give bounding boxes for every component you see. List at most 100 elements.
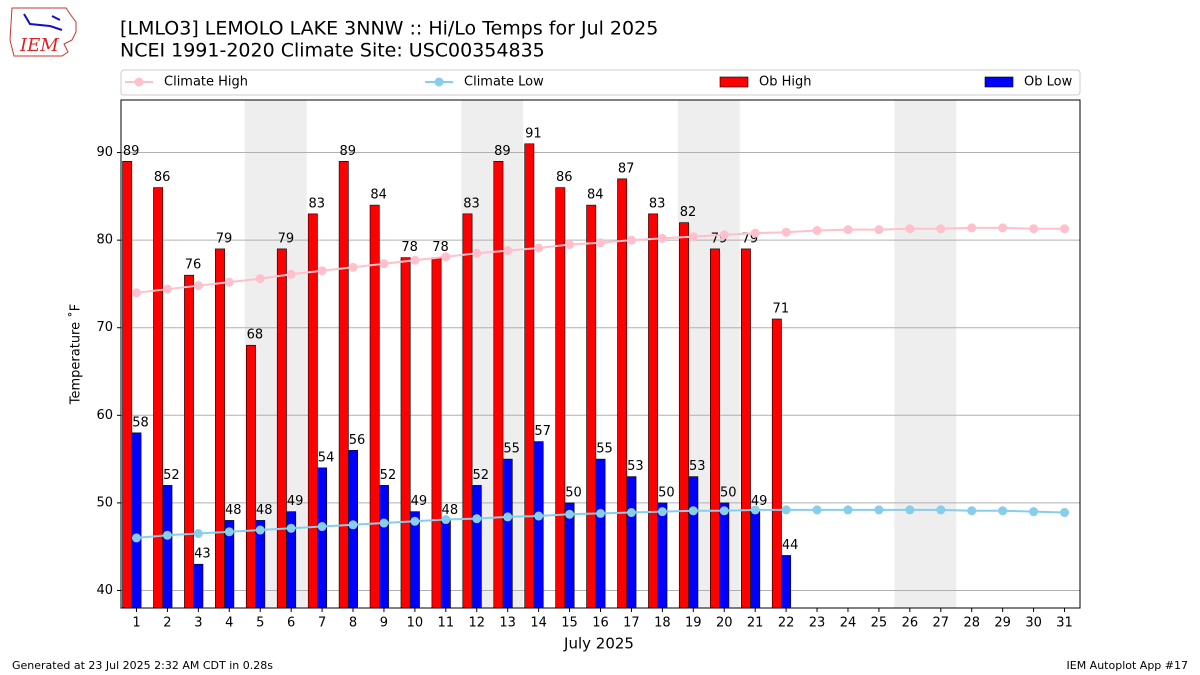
logo: IEM (9, 7, 77, 57)
line-marker (193, 529, 203, 539)
line-marker (441, 515, 451, 525)
data-label: 68 (247, 328, 264, 343)
data-label: 52 (163, 468, 180, 483)
x-tick-label: 14 (530, 616, 547, 631)
y-tick-label: 40 (96, 583, 113, 598)
line-marker (657, 233, 667, 243)
chart-title: [LMLO3] LEMOLO LAKE 3NNW :: Hi/Lo Temps … (120, 18, 658, 40)
data-label: 86 (556, 170, 573, 185)
data-label: 76 (185, 258, 202, 273)
x-tick-label: 29 (994, 616, 1011, 631)
y-tick-label: 90 (96, 145, 113, 160)
bar (162, 485, 173, 609)
bar (379, 485, 389, 609)
legend-swatch (719, 76, 749, 88)
line-marker (534, 511, 544, 521)
data-label: 44 (782, 538, 799, 553)
data-label: 48 (225, 503, 242, 518)
line-marker (750, 228, 760, 238)
line-marker (596, 508, 605, 518)
data-label: 87 (618, 161, 635, 176)
line-marker (936, 224, 946, 234)
weekend-shade (894, 100, 957, 608)
bar (648, 213, 659, 609)
legend-label: Ob High (759, 75, 812, 90)
line-marker (193, 281, 203, 291)
line-marker (379, 518, 389, 528)
data-label: 50 (658, 485, 675, 500)
line-marker (534, 243, 544, 253)
bar (719, 502, 730, 609)
data-label: 52 (472, 468, 489, 483)
data-label: 89 (123, 144, 140, 159)
bar (781, 555, 792, 609)
line-marker (255, 274, 265, 284)
plot-frame (120, 99, 1081, 609)
line-marker (472, 248, 482, 258)
line-marker (657, 507, 667, 517)
data-label: 83 (649, 196, 666, 211)
data-label: 91 (525, 126, 542, 141)
line-marker (317, 522, 327, 532)
y-tick-label: 80 (96, 233, 113, 248)
line-marker (1029, 224, 1039, 234)
x-tick-label: 13 (499, 616, 516, 631)
x-tick-label: 7 (318, 616, 326, 631)
bar (586, 204, 597, 609)
data-label: 82 (680, 205, 697, 220)
y-axis-label: Temperature ˚F (68, 304, 84, 405)
bar (626, 476, 637, 609)
y-tick-label: 60 (96, 408, 113, 423)
bar (524, 143, 535, 609)
bar (750, 511, 761, 609)
bar (276, 248, 287, 609)
line-marker (874, 505, 884, 515)
line-marker (224, 277, 234, 287)
bar (471, 485, 482, 609)
data-label: 79 (278, 231, 295, 246)
line-marker (750, 505, 760, 515)
data-label: 86 (154, 170, 171, 185)
line-marker (255, 525, 265, 535)
line-marker (162, 530, 172, 540)
x-tick-label: 18 (654, 616, 671, 631)
data-label: 84 (370, 188, 387, 203)
line-marker (162, 284, 172, 294)
bar (617, 178, 628, 609)
data-label: 49 (751, 494, 768, 509)
x-tick-label: 4 (225, 616, 233, 631)
data-label: 55 (503, 442, 520, 457)
line-marker (626, 235, 636, 245)
data-label: 49 (287, 494, 304, 509)
line-marker (812, 505, 822, 515)
line-marker (348, 262, 358, 272)
bar (595, 458, 606, 609)
line-marker (874, 225, 884, 235)
bar (409, 511, 420, 609)
line-marker (131, 288, 141, 298)
x-tick-label: 17 (623, 616, 640, 631)
x-tick-label: 12 (468, 616, 485, 631)
x-tick-label: 26 (902, 616, 919, 631)
line-marker (998, 506, 1008, 516)
line-marker (843, 505, 853, 515)
legend-frame (120, 69, 1081, 96)
data-label: 78 (401, 240, 418, 255)
line-marker (379, 259, 389, 269)
data-label: 56 (349, 433, 366, 448)
legend-label: Climate High (164, 75, 248, 90)
x-tick-label: 16 (592, 616, 609, 631)
bar (338, 161, 349, 609)
bar (688, 476, 699, 609)
x-tick-label: 10 (407, 616, 424, 631)
legend-label: Climate Low (464, 75, 544, 90)
line-marker (998, 223, 1008, 233)
line-marker (1029, 507, 1039, 517)
legend: Climate High Climate Low Ob High Ob Low (120, 69, 1081, 96)
line-marker (812, 226, 822, 236)
data-label: 83 (463, 196, 480, 211)
bar (245, 344, 256, 609)
legend-swatch (434, 77, 444, 87)
bar (740, 248, 751, 609)
